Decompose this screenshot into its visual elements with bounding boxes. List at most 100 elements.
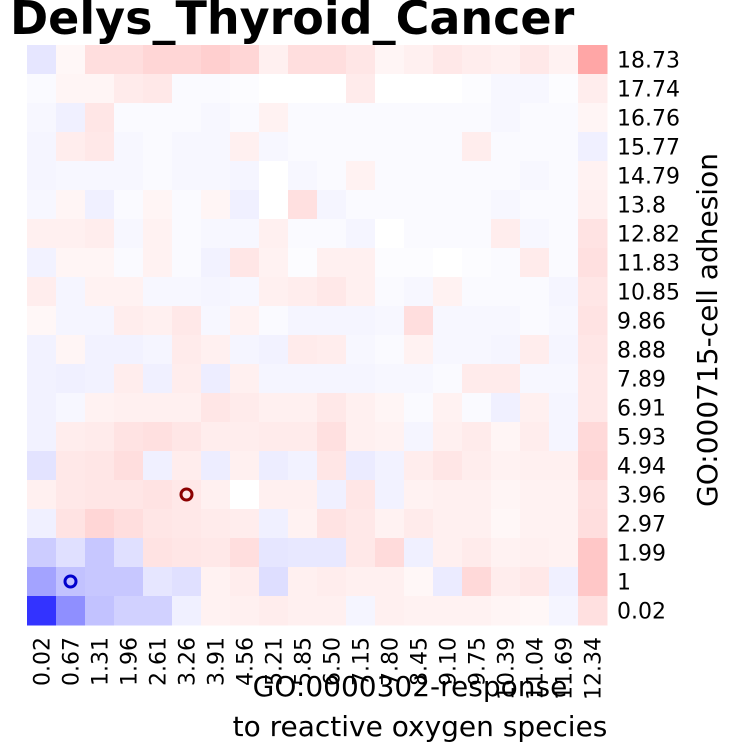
heatmap-cell [462,248,492,278]
heatmap-cell [433,161,463,191]
y-tick-labels: 18.73 17.74 16.76 15.77 14.79 13.8 12.82 11.83 1… [617,49,680,625]
heatmap-cell [404,103,434,133]
x-tick-label: 11.69 [553,637,578,700]
heatmap-cell [462,74,492,104]
heatmap-cell [520,132,550,162]
heatmap-cell [375,74,405,104]
heatmap-cell [114,538,144,568]
heatmap-cell [230,74,260,104]
heatmap-cell [549,422,579,452]
heatmap-cell [56,422,86,452]
heatmap-cell [201,306,231,336]
heatmap-cell [259,567,289,597]
heatmap-cell [288,509,318,539]
y-tick-label: 13.8 [617,194,666,219]
x-tick-label: 7.80 [379,637,404,686]
heatmap-cell [462,596,492,626]
heatmap-cell [491,219,521,249]
heatmap-cell [578,277,608,307]
y-tick-label: 15.77 [617,136,680,161]
heatmap-cell [172,248,202,278]
heatmap-cell [143,190,173,220]
heatmap-cell [85,422,115,452]
heatmap-cell [56,596,86,626]
y-tick-label: 7.89 [617,368,666,393]
heatmap-cell [549,335,579,365]
heatmap-cell [288,335,318,365]
heatmap-cell [230,335,260,365]
heatmap-cell [288,219,318,249]
heatmap-cell [491,45,521,75]
heatmap-cell [114,45,144,75]
heatmap-cell [404,393,434,423]
heatmap-cell [143,393,173,423]
heatmap-cell [259,103,289,133]
heatmap-cell [520,364,550,394]
heatmap-cell [404,451,434,481]
heatmap-cell [433,596,463,626]
heatmap-cell [375,306,405,336]
x-tick-labels: 0.02 0.67 1.31 1.96 2.61 3.26 3.91 4.56 5.21 5.85… [31,637,607,700]
heatmap-cell [462,538,492,568]
heatmap-cell [114,103,144,133]
heatmap-cell [114,422,144,452]
heatmap-cell [230,538,260,568]
heatmap-cell [433,74,463,104]
heatmap-cell [85,103,115,133]
y-tick-label: 1 [617,571,631,596]
heatmap-cell [201,480,231,510]
heatmap-cell [520,393,550,423]
heatmap-cell [317,306,347,336]
heatmap-cell [549,190,579,220]
heatmap-cell [404,596,434,626]
heatmap-cell [143,103,173,133]
heatmap-cell [520,248,550,278]
heatmap-cell [578,422,608,452]
heatmap-cell [143,364,173,394]
heatmap-cell [549,248,579,278]
heatmap-cell [317,74,347,104]
heatmap-cell [172,103,202,133]
heatmap-cell [85,219,115,249]
heatmap-cell [433,335,463,365]
heatmap-cell [114,335,144,365]
heatmap-cell [288,422,318,452]
heatmap-cell [433,393,463,423]
heatmap-cell [404,509,434,539]
x-tick-label: 3.91 [205,637,230,686]
heatmap-cell [27,393,57,423]
heatmap-cell [549,451,579,481]
x-tick-label: 1.31 [89,637,114,686]
heatmap-cell [433,567,463,597]
heatmap-cell [346,538,376,568]
heatmap-cell [172,335,202,365]
heatmap-cell [346,335,376,365]
heatmap-cell [230,306,260,336]
heatmap-cell [259,509,289,539]
heatmap-cell [143,277,173,307]
heatmap-cell [143,509,173,539]
heatmap-cell [114,509,144,539]
heatmap-cell [288,161,318,191]
heatmap-cell [172,596,202,626]
heatmap-cell [114,219,144,249]
heatmap-cell [433,451,463,481]
heatmap-cell [85,451,115,481]
y-tick-label: 5.93 [617,426,666,451]
heatmap-cell [578,161,608,191]
heatmap-cell [85,306,115,336]
heatmap-cell [317,219,347,249]
heatmap-cell [375,132,405,162]
heatmap-cell [404,306,434,336]
x-tick-label: 0.67 [60,637,85,686]
heatmap-cell [404,190,434,220]
heatmap-cell [578,451,608,481]
heatmap-cell [346,248,376,278]
heatmap-cell [404,45,434,75]
heatmap-cell [317,509,347,539]
heatmap-cell [578,190,608,220]
heatmap-cell [549,306,579,336]
heatmap-cell [317,451,347,481]
heatmap-cell [201,422,231,452]
x-tick-label: 3.26 [176,637,201,686]
